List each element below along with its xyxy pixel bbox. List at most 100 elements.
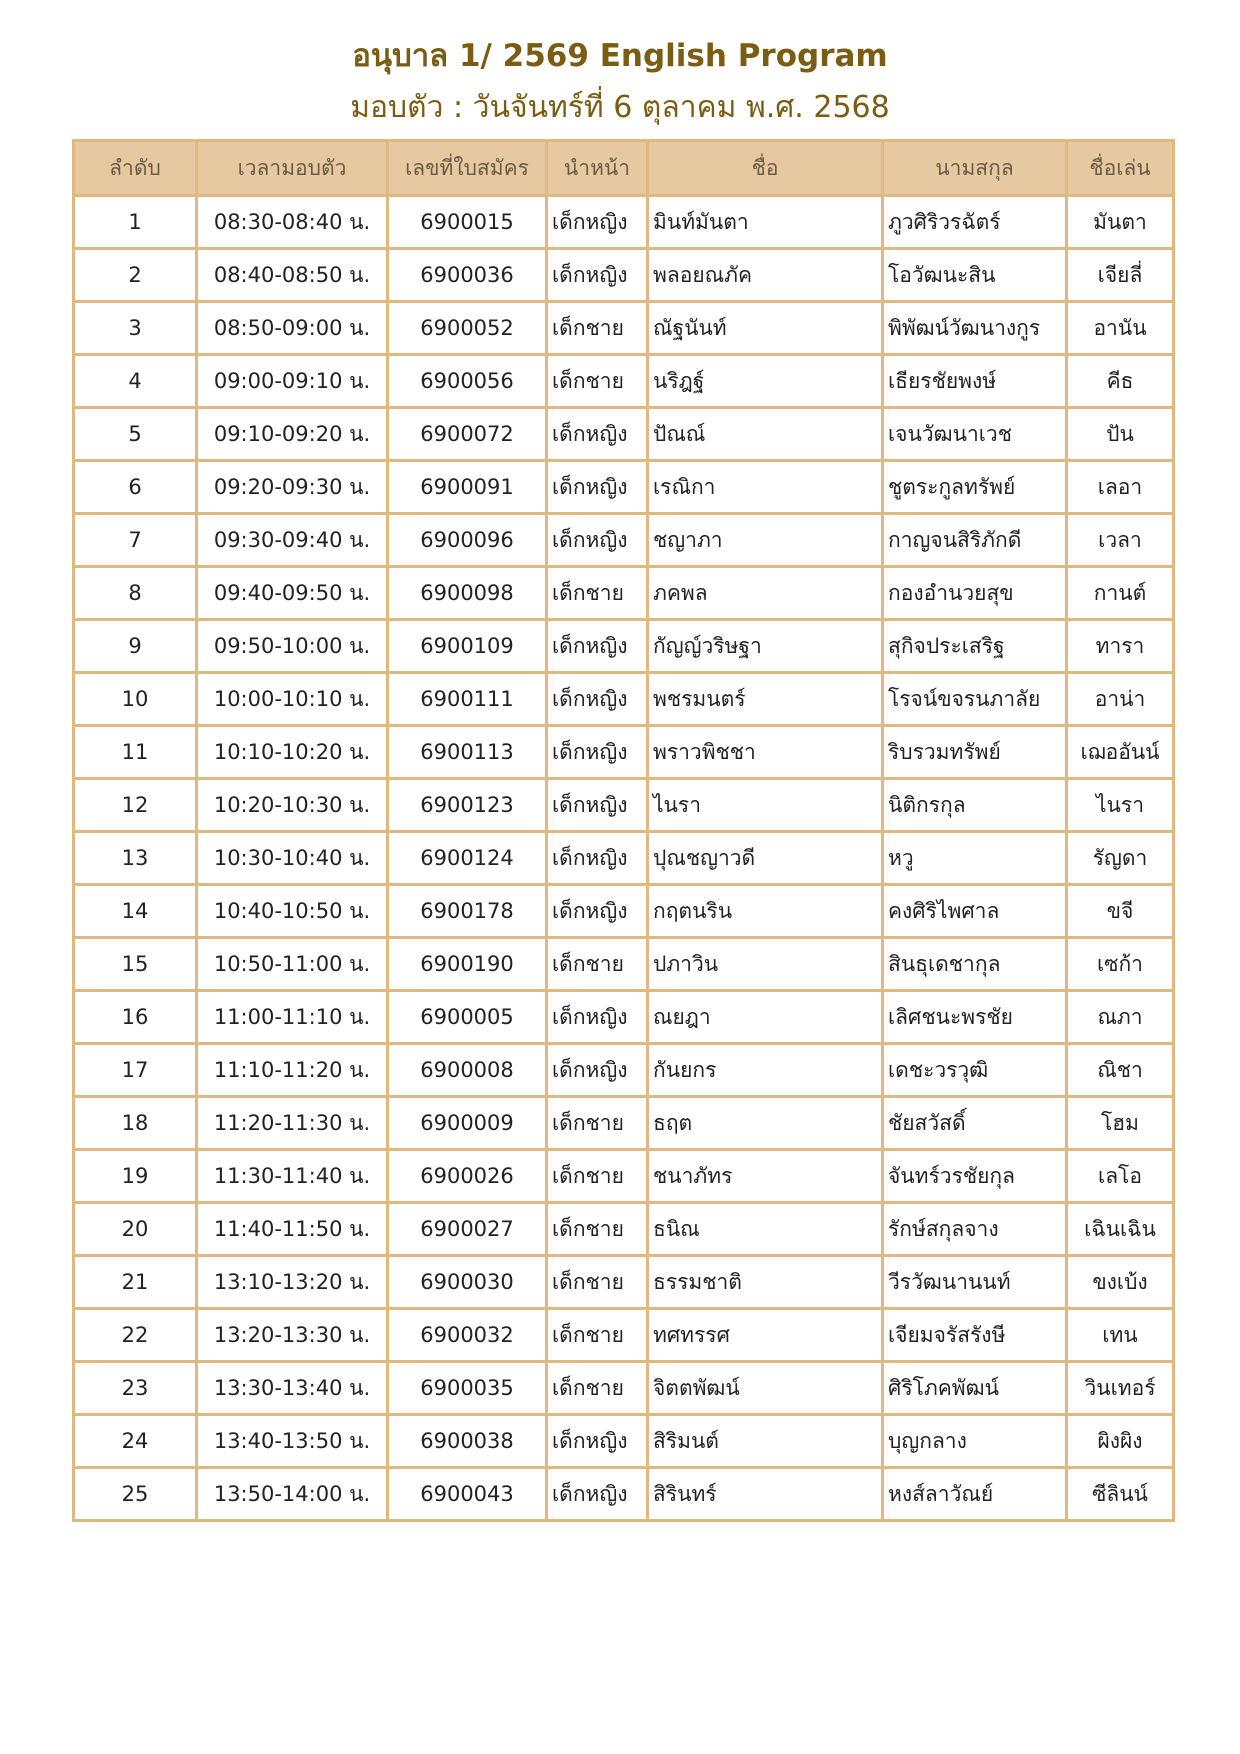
cell-order: 6 <box>72 459 198 515</box>
cell-prefix: เด็กหญิง <box>545 459 649 515</box>
cell-application-no: 6900178 <box>386 883 548 939</box>
cell-nickname: โฮม <box>1065 1095 1175 1151</box>
header-application-no: เลขที่ใบสมัคร <box>386 139 548 197</box>
cell-first-name: ณัฐนันท์ <box>646 300 884 356</box>
page-subtitle: มอบตัว : วันจันทร์ที่ 6 ตุลาคม พ.ศ. 2568 <box>350 90 890 125</box>
cell-nickname: กานต์ <box>1065 565 1175 621</box>
cell-time: 09:30-09:40 น. <box>195 512 389 568</box>
cell-application-no: 6900109 <box>386 618 548 674</box>
cell-time: 10:20-10:30 น. <box>195 777 389 833</box>
cell-nickname: ณภา <box>1065 989 1175 1045</box>
cell-time: 10:50-11:00 น. <box>195 936 389 992</box>
cell-prefix: เด็กชาย <box>545 1201 649 1257</box>
cell-application-no: 6900030 <box>386 1254 548 1310</box>
cell-first-name: ชญาภา <box>646 512 884 568</box>
cell-nickname: เทน <box>1065 1307 1175 1363</box>
cell-order: 9 <box>72 618 198 674</box>
cell-nickname: ขจี <box>1065 883 1175 939</box>
cell-last-name: เจียมจรัสรังษี <box>881 1307 1068 1363</box>
cell-application-no: 6900009 <box>386 1095 548 1151</box>
cell-last-name: ชัยสวัสดิ์ <box>881 1095 1068 1151</box>
table-row: 5 09:10-09:20 น. 6900072 เด็กหญิง ปัณณ์ เจนวั… <box>72 406 1175 462</box>
cell-application-no: 6900096 <box>386 512 548 568</box>
cell-first-name: ภคพล <box>646 565 884 621</box>
cell-application-no: 6900008 <box>386 1042 548 1098</box>
table-row: 4 09:00-09:10 น. 6900056 เด็กชาย นริฎฐ์ เธียร… <box>72 353 1175 409</box>
cell-first-name: นริฎฐ์ <box>646 353 884 409</box>
cell-order: 1 <box>72 194 198 250</box>
cell-order: 18 <box>72 1095 198 1151</box>
table-row: 3 08:50-09:00 น. 6900052 เด็กชาย ณัฐนันท์ พิพ… <box>72 300 1175 356</box>
cell-time: 09:50-10:00 น. <box>195 618 389 674</box>
cell-first-name: ธนิณ <box>646 1201 884 1257</box>
cell-last-name: กองอำนวยสุข <box>881 565 1068 621</box>
cell-first-name: กัญญ์วริษฐา <box>646 618 884 674</box>
table-row: 2 08:40-08:50 น. 6900036 เด็กหญิง พลอยณภัค โอ… <box>72 247 1175 303</box>
cell-last-name: ภูวศิริวรฉัตร์ <box>881 194 1068 250</box>
cell-application-no: 6900113 <box>386 724 548 780</box>
cell-prefix: เด็กหญิง <box>545 830 649 886</box>
table-row: 7 09:30-09:40 น. 6900096 เด็กหญิง ชญาภา กาญจน… <box>72 512 1175 568</box>
table-row: 20 11:40-11:50 น. 6900027 เด็กชาย ธนิณ รักษ์ส… <box>72 1201 1175 1257</box>
cell-nickname: มันตา <box>1065 194 1175 250</box>
cell-last-name: เธียรชัยพงษ์ <box>881 353 1068 409</box>
table-row: 10 10:00-10:10 น. 6900111 เด็กหญิง พชรมนตร์โ… <box>72 671 1175 727</box>
table-row: 19 11:30-11:40 น. 6900026 เด็กชาย ชนาภัทร จัน… <box>72 1148 1175 1204</box>
cell-order: 12 <box>72 777 198 833</box>
cell-order: 25 <box>72 1466 198 1522</box>
cell-order: 22 <box>72 1307 198 1363</box>
cell-nickname: ไนรา <box>1065 777 1175 833</box>
cell-nickname: รัญดา <box>1065 830 1175 886</box>
cell-first-name: พชรมนตร์ <box>646 671 884 727</box>
table-row: 15 10:50-11:00 น. 6900190 เด็กชาย ปภาวิน สินธ… <box>72 936 1175 992</box>
cell-last-name: เดชะวรวุฒิ <box>881 1042 1068 1098</box>
cell-nickname: เวลา <box>1065 512 1175 568</box>
cell-prefix: เด็กหญิง <box>545 618 649 674</box>
table-row: 13 10:30-10:40 น. 6900124 เด็กหญิง ปุณชญาวดี… <box>72 830 1175 886</box>
table-row: 23 13:30-13:40 น. 6900035 เด็กชาย จิตตพัฒน์ศ… <box>72 1360 1175 1416</box>
table-row: 12 10:20-10:30 น. 6900123 เด็กหญิง ไนรา นิติก… <box>72 777 1175 833</box>
cell-application-no: 6900036 <box>386 247 548 303</box>
cell-prefix: เด็กหญิง <box>545 1466 649 1522</box>
cell-application-no: 6900091 <box>386 459 548 515</box>
cell-order: 24 <box>72 1413 198 1469</box>
cell-time: 13:10-13:20 น. <box>195 1254 389 1310</box>
cell-order: 2 <box>72 247 198 303</box>
table-row: 24 13:40-13:50 น. 6900038 เด็กหญิง สิริมนต์บ… <box>72 1413 1175 1469</box>
cell-nickname: ณิชา <box>1065 1042 1175 1098</box>
cell-application-no: 6900123 <box>386 777 548 833</box>
cell-nickname: ขงเบ้ง <box>1065 1254 1175 1310</box>
cell-nickname: อานัน <box>1065 300 1175 356</box>
cell-nickname: เฌออันน์ <box>1065 724 1175 780</box>
cell-application-no: 6900035 <box>386 1360 548 1416</box>
cell-last-name: เลิศชนะพรชัย <box>881 989 1068 1045</box>
cell-order: 7 <box>72 512 198 568</box>
table-row: 6 09:20-09:30 น. 6900091 เด็กหญิง เรณิกา ชูตร… <box>72 459 1175 515</box>
cell-prefix: เด็กชาย <box>545 1254 649 1310</box>
cell-last-name: คงศิริไพศาล <box>881 883 1068 939</box>
cell-nickname: อาน่า <box>1065 671 1175 727</box>
cell-order: 15 <box>72 936 198 992</box>
cell-prefix: เด็กชาย <box>545 565 649 621</box>
cell-first-name: กันยกร <box>646 1042 884 1098</box>
cell-time: 11:30-11:40 น. <box>195 1148 389 1204</box>
cell-first-name: พราวพิชชา <box>646 724 884 780</box>
table-row: 14 10:40-10:50 น. 6900178 เด็กหญิง กฤตนริน คง… <box>72 883 1175 939</box>
cell-first-name: สิริมนต์ <box>646 1413 884 1469</box>
cell-prefix: เด็กหญิง <box>545 1413 649 1469</box>
table-row: 8 09:40-09:50 น. 6900098 เด็กชาย ภคพล กองอำนว… <box>72 565 1175 621</box>
cell-order: 14 <box>72 883 198 939</box>
cell-prefix: เด็กหญิง <box>545 247 649 303</box>
cell-order: 17 <box>72 1042 198 1098</box>
cell-prefix: เด็กหญิง <box>545 724 649 780</box>
cell-time: 11:10-11:20 น. <box>195 1042 389 1098</box>
table-row: 11 10:10-10:20 น. 6900113 เด็กหญิง พราวพิชชา… <box>72 724 1175 780</box>
cell-nickname: ทารา <box>1065 618 1175 674</box>
cell-last-name: สินธุเดชากุล <box>881 936 1068 992</box>
cell-time: 13:40-13:50 น. <box>195 1413 389 1469</box>
cell-prefix: เด็กชาย <box>545 1307 649 1363</box>
cell-last-name: สุกิจประเสริฐ <box>881 618 1068 674</box>
cell-order: 20 <box>72 1201 198 1257</box>
cell-last-name: ริบรวมทรัพย์ <box>881 724 1068 780</box>
cell-nickname: เลอา <box>1065 459 1175 515</box>
